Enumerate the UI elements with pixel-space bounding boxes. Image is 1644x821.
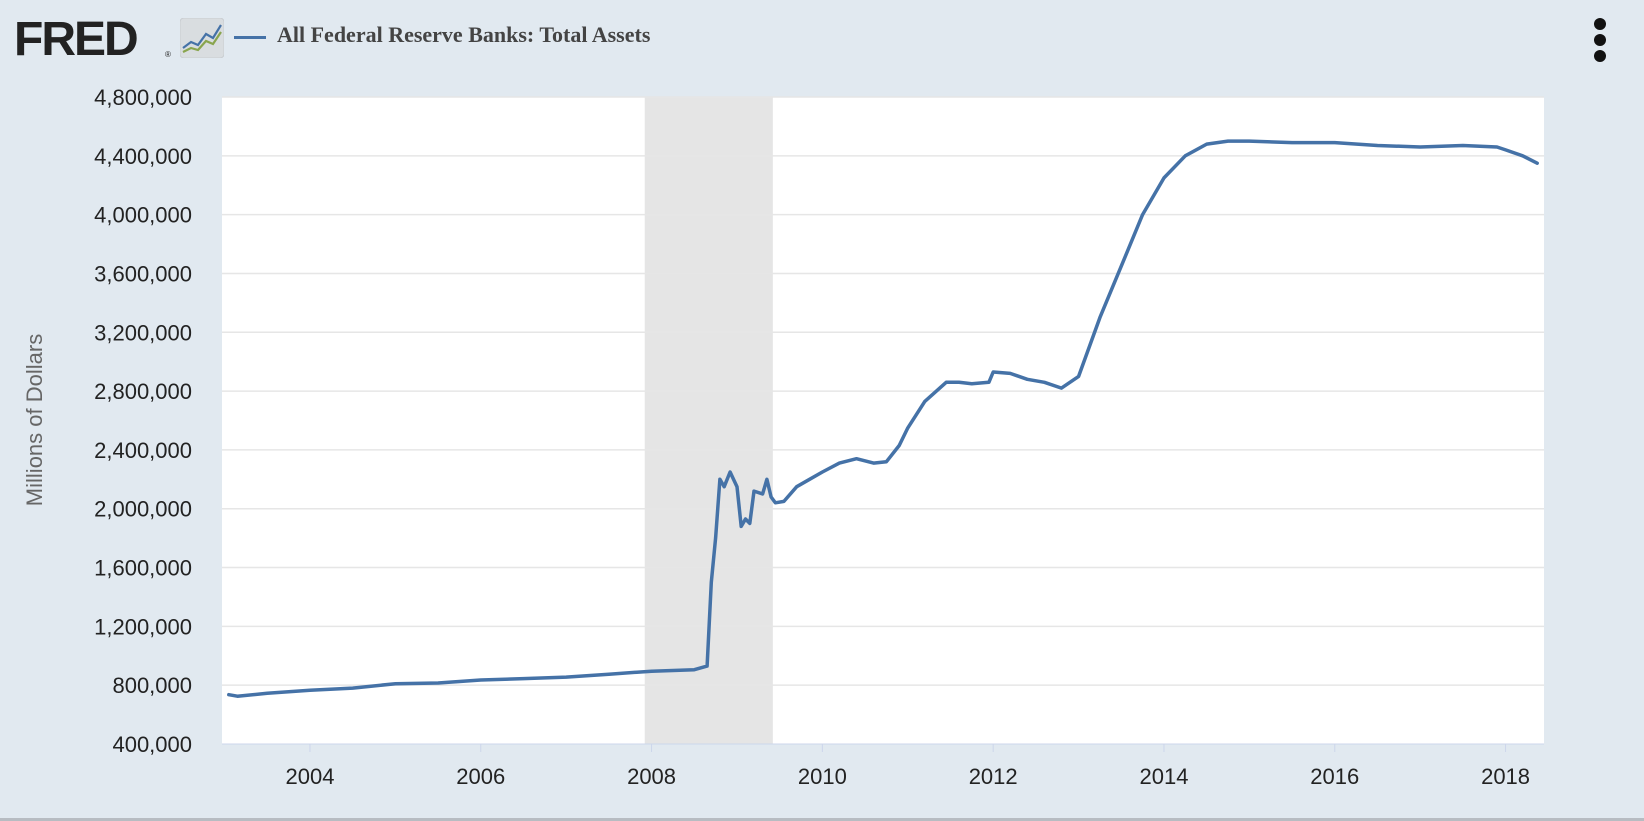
bottom-border <box>0 818 1644 821</box>
chart-header: FRED ® All Federal Reserve Banks: Total … <box>0 0 1644 80</box>
grid-layer <box>222 96 1544 686</box>
y-tick-label: 2,000,000 <box>94 497 192 522</box>
y-tick-label: 3,600,000 <box>94 261 192 286</box>
y-tick-label: 1,600,000 <box>94 556 192 581</box>
y-tick-label: 2,400,000 <box>94 438 192 463</box>
x-tick-label: 2016 <box>1310 764 1359 789</box>
x-tick-label: 2010 <box>798 764 847 789</box>
x-tick-label: 2012 <box>969 764 1018 789</box>
legend-swatch <box>234 36 266 39</box>
y-tick-labels: 400,000 800,000 1,200,000 1,600,000 2,000,00… <box>94 85 192 757</box>
y-tick-label: 4,800,000 <box>94 85 192 110</box>
y-tick-label: 3,200,000 <box>94 320 192 345</box>
y-tick-label: 400,000 <box>112 732 192 757</box>
fred-registered-mark: ® <box>165 50 171 59</box>
x-tick-label: 2018 <box>1481 764 1530 789</box>
x-tick-label: 2006 <box>456 764 505 789</box>
y-axis-title: Millions of Dollars <box>22 334 47 506</box>
series-line-0 <box>227 139 1539 698</box>
x-tick-label: 2004 <box>285 764 334 789</box>
y-tick-label: 2,800,000 <box>94 379 192 404</box>
y-tick-label: 4,400,000 <box>94 144 192 169</box>
series-layer <box>227 139 1539 698</box>
y-tick-label: 800,000 <box>112 673 192 698</box>
y-tick-label: 4,000,000 <box>94 203 192 228</box>
x-tick-label: 2014 <box>1139 764 1188 789</box>
line-graph-icon[interactable] <box>180 18 224 58</box>
x-tick-label: 2008 <box>627 764 676 789</box>
x-tick-labels: 2004 2006 2008 2010 2012 2014 2016 2018 <box>285 744 1530 789</box>
plot-area <box>222 97 1544 744</box>
vertical-ellipsis-icon[interactable] <box>1588 16 1612 64</box>
legend-series-label: All Federal Reserve Banks: Total Assets <box>277 22 651 47</box>
y-tick-label: 1,200,000 <box>94 614 192 639</box>
fred-logo[interactable]: FRED <box>14 13 139 66</box>
